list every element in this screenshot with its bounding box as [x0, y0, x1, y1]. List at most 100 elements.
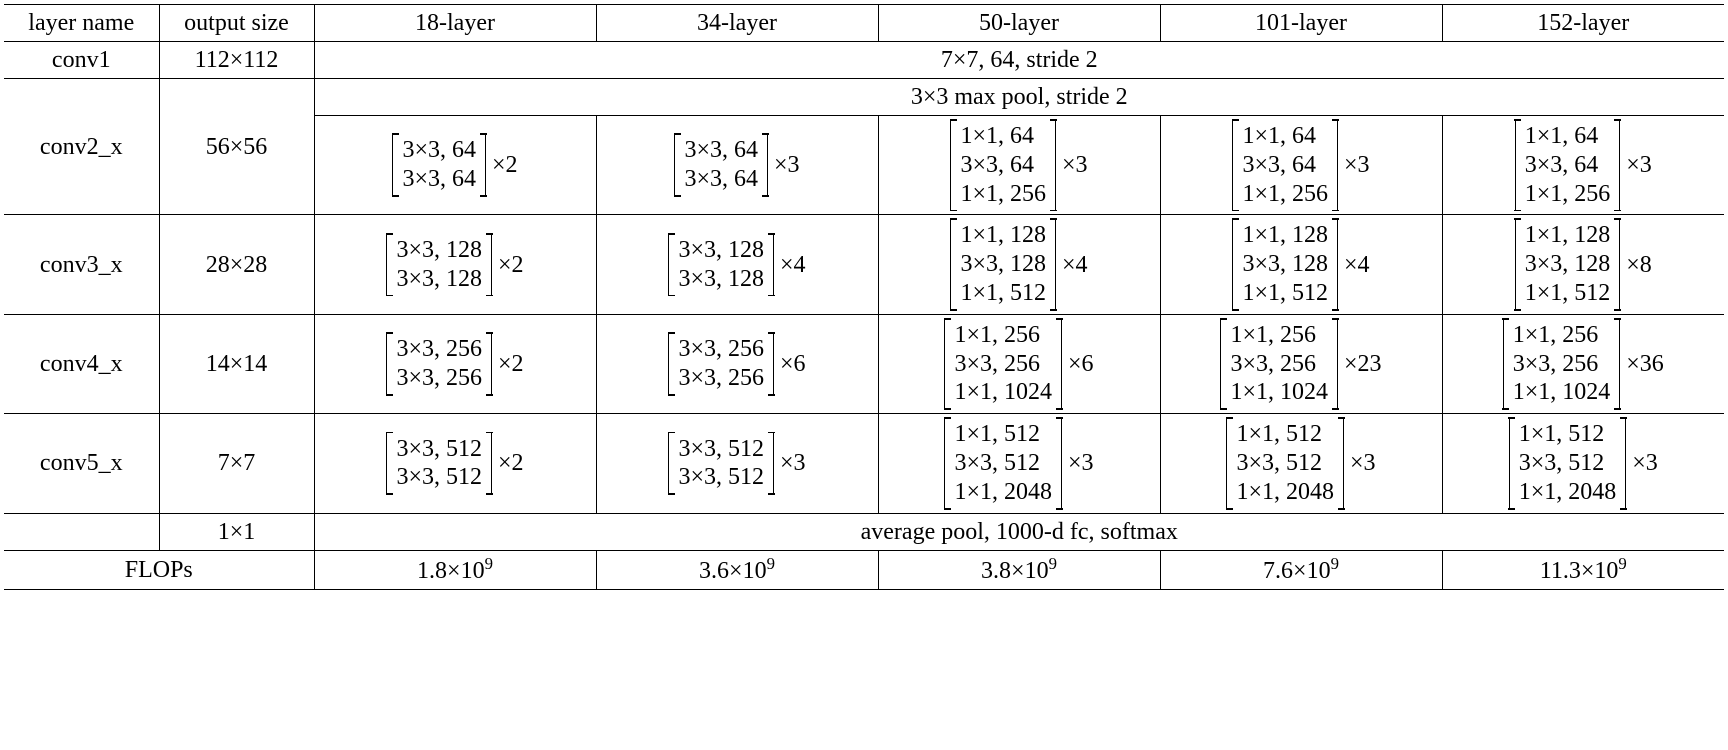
- block-multiplier: ×3: [1062, 150, 1088, 180]
- flops-exponent: 9: [1331, 554, 1339, 573]
- block-multiplier: ×3: [774, 150, 800, 180]
- block-line: 3×3, 512: [1519, 449, 1605, 478]
- flops-base: 11.3×10: [1540, 558, 1619, 584]
- cell-conv5-152: 1×1, 5123×3, 5121×1, 2048 ×3: [1442, 414, 1724, 513]
- block-line: 1×1, 256: [1230, 321, 1316, 350]
- cell-conv3-152: 1×1, 1283×3, 1281×1, 512×8: [1442, 215, 1724, 314]
- block-multiplier: ×4: [1344, 250, 1370, 280]
- cell-output-size: 28×28: [159, 215, 314, 314]
- cell-output-size: 7×7: [159, 414, 314, 513]
- block-line: 1×1, 64: [960, 122, 1034, 151]
- resnet-architecture-table: layer name output size 18-layer 34-layer…: [4, 4, 1724, 590]
- block-line: 3×3, 128: [1242, 250, 1328, 279]
- block-line: 1×1, 512: [960, 279, 1046, 308]
- block-line: 3×3, 64: [684, 136, 758, 165]
- cell-layer-name: conv4_x: [4, 314, 159, 413]
- block-line: 3×3, 256: [1513, 350, 1599, 379]
- cell-conv4-101: 1×1, 2563×3, 2561×1, 1024×23: [1160, 314, 1442, 413]
- block-multiplier: ×3: [1626, 150, 1652, 180]
- block-line: 3×3, 128: [678, 236, 764, 265]
- block-multiplier: ×8: [1626, 250, 1652, 280]
- block-line: 3×3, 256: [678, 364, 764, 393]
- block-line: 1×1, 64: [1242, 122, 1316, 151]
- block-line: 3×3, 64: [960, 151, 1034, 180]
- block-line: 1×1, 2048: [1519, 478, 1617, 507]
- cell-final-spec: average pool, 1000-d fc, softmax: [314, 513, 1724, 550]
- cell-conv4-152: 1×1, 2563×3, 2561×1, 1024×36: [1442, 314, 1724, 413]
- block-line: 3×3, 512: [396, 435, 482, 464]
- block-line: 1×1, 1024: [1230, 378, 1328, 407]
- block-multiplier: ×2: [498, 448, 524, 478]
- flops-base: 7.6×10: [1263, 558, 1331, 584]
- block-line: 1×1, 512: [954, 420, 1040, 449]
- block-line: 1×1, 256: [1242, 180, 1328, 209]
- row-conv5: conv5_x 7×7 3×3, 5123×3, 512×2 3×3, 5123…: [4, 414, 1724, 513]
- block-line: 3×3, 512: [678, 435, 764, 464]
- block-line: 3×3, 512: [954, 449, 1040, 478]
- cell-conv2-50: 1×1, 643×3, 641×1, 256×3: [878, 116, 1160, 215]
- block-line: 1×1, 512: [1236, 420, 1322, 449]
- cell-conv1-spec: 7×7, 64, stride 2: [314, 42, 1724, 79]
- block-line: 1×1, 256: [954, 321, 1040, 350]
- block-line: 1×1, 128: [1242, 221, 1328, 250]
- block-line: 3×3, 256: [396, 335, 482, 364]
- cell-conv3-18: 3×3, 1283×3, 128×2: [314, 215, 596, 314]
- cell-layer-name: conv1: [4, 42, 159, 79]
- cell-layer-name: conv2_x: [4, 79, 159, 215]
- cell-conv5-101: 1×1, 5123×3, 5121×1, 2048×3: [1160, 414, 1442, 513]
- block-line: 3×3, 64: [402, 165, 476, 194]
- block-line: 3×3, 64: [402, 136, 476, 165]
- block-multiplier: ×3: [1344, 150, 1370, 180]
- cell-layer-name: [4, 513, 159, 550]
- row-conv3: conv3_x 28×28 3×3, 1283×3, 128×2 3×3, 12…: [4, 215, 1724, 314]
- block-multiplier: ×2: [498, 349, 524, 379]
- block-line: 3×3, 128: [960, 250, 1046, 279]
- block-multiplier: ×2: [492, 150, 518, 180]
- cell-conv4-50: 1×1, 2563×3, 2561×1, 1024×6: [878, 314, 1160, 413]
- row-final: 1×1 average pool, 1000-d fc, softmax: [4, 513, 1724, 550]
- block-line: 3×3, 64: [1525, 151, 1599, 180]
- cell-layer-name: conv5_x: [4, 414, 159, 513]
- block-line: 1×1, 512: [1242, 279, 1328, 308]
- block-line: 1×1, 1024: [1513, 378, 1611, 407]
- block-multiplier: ×3: [1350, 448, 1376, 478]
- block-line: 3×3, 64: [684, 165, 758, 194]
- cell-flops-label: FLOPs: [4, 550, 314, 589]
- row-flops: FLOPs 1.8×109 3.6×109 3.8×109 7.6×109 11…: [4, 550, 1724, 589]
- cell-flops-152: 11.3×109: [1442, 550, 1724, 589]
- row-conv1: conv1 112×112 7×7, 64, stride 2: [4, 42, 1724, 79]
- cell-conv3-101: 1×1, 1283×3, 1281×1, 512 ×4: [1160, 215, 1442, 314]
- block-line: 1×1, 512: [1519, 420, 1605, 449]
- flops-base: 1.8×10: [417, 558, 485, 584]
- cell-flops-18: 1.8×109: [314, 550, 596, 589]
- cell-conv2-pool: 3×3 max pool, stride 2: [314, 79, 1724, 116]
- block-line: 3×3, 256: [396, 364, 482, 393]
- block-line: 3×3, 512: [396, 463, 482, 492]
- block-multiplier: ×3: [1632, 448, 1658, 478]
- block-line: 3×3, 256: [678, 335, 764, 364]
- col-50-layer: 50-layer: [878, 5, 1160, 42]
- block-line: 1×1, 128: [1525, 221, 1611, 250]
- block-line: 3×3, 128: [1525, 250, 1611, 279]
- block-line: 1×1, 1024: [954, 378, 1052, 407]
- block-line: 3×3, 128: [678, 265, 764, 294]
- block-multiplier: ×23: [1344, 349, 1382, 379]
- col-101-layer: 101-layer: [1160, 5, 1442, 42]
- flops-exponent: 9: [1049, 554, 1057, 573]
- flops-exponent: 9: [767, 554, 775, 573]
- col-layer-name: layer name: [4, 5, 159, 42]
- cell-conv2-152: 1×1, 643×3, 641×1, 256×3: [1442, 116, 1724, 215]
- block-multiplier: ×3: [780, 448, 806, 478]
- cell-conv2-34: 3×3, 643×3, 64 ×3: [596, 116, 878, 215]
- col-18-layer: 18-layer: [314, 5, 596, 42]
- col-152-layer: 152-layer: [1442, 5, 1724, 42]
- cell-conv5-50: 1×1, 5123×3, 5121×1, 2048×3: [878, 414, 1160, 513]
- block-line: 3×3, 512: [678, 463, 764, 492]
- cell-conv5-18: 3×3, 5123×3, 512 ×2: [314, 414, 596, 513]
- cell-conv4-18: 3×3, 2563×3, 256 ×2: [314, 314, 596, 413]
- cell-conv5-34: 3×3, 5123×3, 512 ×3: [596, 414, 878, 513]
- row-conv2-pool: conv2_x 56×56 3×3 max pool, stride 2: [4, 79, 1724, 116]
- block-line: 3×3, 128: [396, 265, 482, 294]
- block-multiplier: ×3: [1068, 448, 1094, 478]
- block-line: 3×3, 256: [954, 350, 1040, 379]
